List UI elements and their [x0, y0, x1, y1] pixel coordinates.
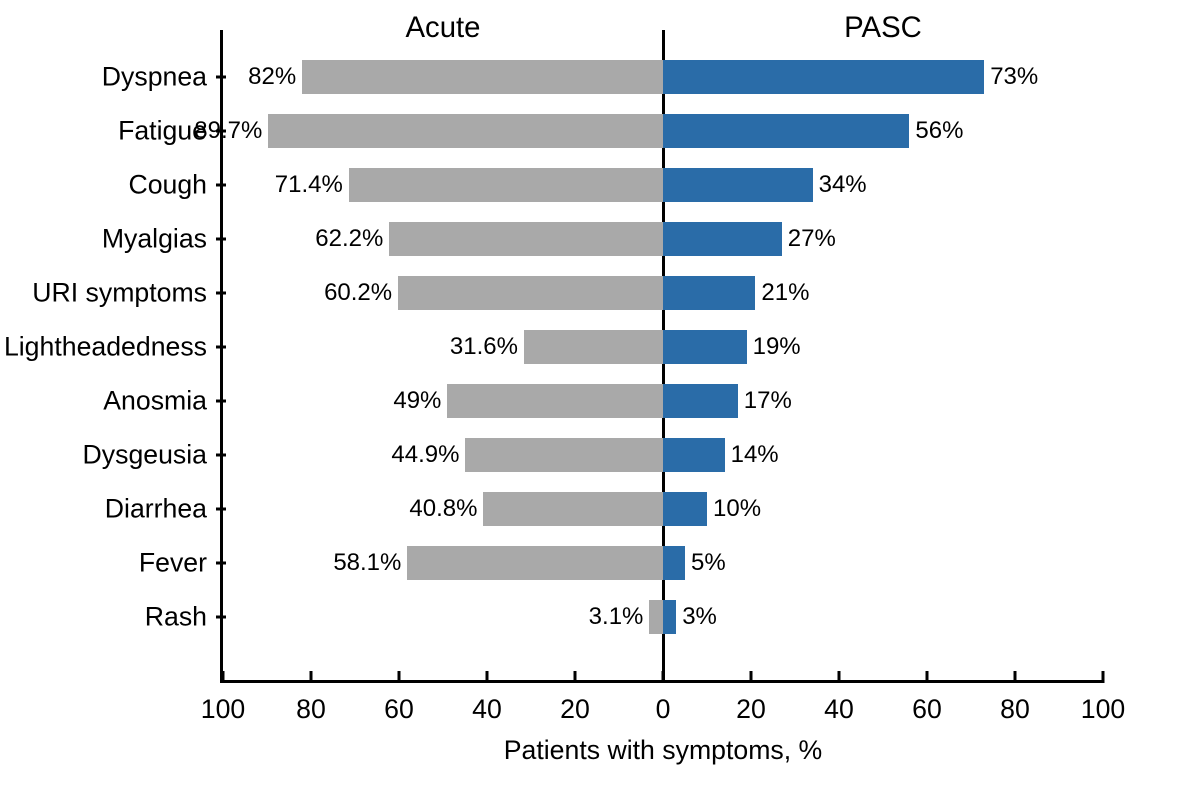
category-label: Fever	[139, 548, 223, 579]
x-tick-label: 40	[472, 694, 502, 725]
value-label-pasc: 17%	[744, 387, 792, 415]
bar-acute	[465, 438, 663, 472]
category-label: Dysgeusia	[83, 440, 223, 471]
x-axis-title: Patients with symptoms, %	[504, 735, 823, 766]
x-tick	[1014, 671, 1017, 683]
x-tick-label: 100	[1081, 694, 1125, 725]
x-tick	[1102, 671, 1105, 683]
x-tick-label: 20	[736, 694, 766, 725]
x-tick	[310, 671, 313, 683]
value-label-acute: 3.1%	[589, 603, 644, 631]
category-label: URI symptoms	[32, 278, 223, 309]
bar-pasc	[663, 222, 782, 256]
x-tick	[222, 671, 225, 683]
bar-pasc	[663, 168, 813, 202]
value-label-acute: 62.2%	[315, 225, 383, 253]
x-tick-label: 80	[1000, 694, 1030, 725]
bar-acute	[398, 276, 663, 310]
value-label-acute: 82%	[248, 63, 296, 91]
bar-acute	[447, 384, 663, 418]
bar-group: 89.7%56%	[223, 114, 1103, 148]
value-label-pasc: 5%	[691, 549, 726, 577]
x-tick-label: 60	[912, 694, 942, 725]
bar-acute	[302, 60, 663, 94]
value-label-pasc: 14%	[731, 441, 779, 469]
x-tick-label: 20	[560, 694, 590, 725]
value-label-pasc: 21%	[761, 279, 809, 307]
value-label-pasc: 3%	[682, 603, 717, 631]
bar-group: 71.4% 34%	[223, 168, 1103, 202]
x-tick-label: 40	[824, 694, 854, 725]
value-label-pasc: 73%	[990, 63, 1038, 91]
bar-group: 58.1% 5%	[223, 546, 1103, 580]
bar-group: 3.1% 3%	[223, 600, 1103, 634]
bar-acute	[407, 546, 663, 580]
value-label-acute: 58.1%	[333, 549, 401, 577]
bar-pasc	[663, 438, 725, 472]
bar-group: 49% 17%	[223, 384, 1103, 418]
bar-pasc	[663, 384, 738, 418]
header-pasc: PASC	[844, 11, 922, 45]
value-label-acute: 89.7%	[194, 117, 262, 145]
bar-group: 31.6% 19%	[223, 330, 1103, 364]
bar-group: 60.2% 21%	[223, 276, 1103, 310]
bar-acute	[349, 168, 663, 202]
x-tick	[750, 671, 753, 683]
bar-pasc	[663, 492, 707, 526]
bar-group: 40.8% 10%	[223, 492, 1103, 526]
bar-pasc	[663, 546, 685, 580]
value-label-acute: 71.4%	[275, 171, 343, 199]
bar-pasc	[663, 114, 909, 148]
value-label-acute: 40.8%	[409, 495, 477, 523]
x-tick-label: 60	[384, 694, 414, 725]
value-label-acute: 60.2%	[324, 279, 392, 307]
bar-acute	[649, 600, 663, 634]
category-label: Myalgias	[102, 224, 223, 255]
x-tick-label: 0	[656, 694, 671, 725]
bar-acute	[389, 222, 663, 256]
x-tick	[926, 671, 929, 683]
value-label-pasc: 19%	[753, 333, 801, 361]
category-label: Cough	[128, 170, 223, 201]
x-tick	[574, 671, 577, 683]
value-label-acute: 49%	[393, 387, 441, 415]
value-label-pasc: 56%	[915, 117, 963, 145]
bar-acute	[524, 330, 663, 364]
x-tick	[662, 671, 665, 683]
bar-group: 44.9% 14%	[223, 438, 1103, 472]
category-label: Lightheadedness	[4, 332, 223, 363]
value-label-pasc: 10%	[713, 495, 761, 523]
bar-group: 82% 73%	[223, 60, 1103, 94]
x-tick-label: 80	[296, 694, 326, 725]
bar-group: 62.2% 27%	[223, 222, 1103, 256]
bar-pasc	[663, 600, 676, 634]
x-tick	[838, 671, 841, 683]
value-label-acute: 31.6%	[450, 333, 518, 361]
value-label-pasc: 27%	[788, 225, 836, 253]
category-label: Rash	[145, 602, 223, 633]
plot-area: Patients with symptoms, % AcutePASCDyspn…	[220, 30, 1103, 683]
x-tick	[398, 671, 401, 683]
category-label: Diarrhea	[105, 494, 223, 525]
bar-pasc	[663, 276, 755, 310]
category-label: Dyspnea	[102, 62, 223, 93]
header-acute: Acute	[406, 11, 481, 45]
bar-pasc	[663, 330, 747, 364]
category-label: Anosmia	[103, 386, 223, 417]
value-label-pasc: 34%	[819, 171, 867, 199]
symptom-diverging-bar-chart: Patients with symptoms, % Acute PASC Dyspn…	[0, 0, 1193, 800]
bar-acute	[268, 114, 663, 148]
bar-acute	[483, 492, 663, 526]
x-tick	[486, 671, 489, 683]
value-label-acute: 44.9%	[391, 441, 459, 469]
bar-pasc	[663, 60, 984, 94]
x-tick-label: 100	[201, 694, 245, 725]
